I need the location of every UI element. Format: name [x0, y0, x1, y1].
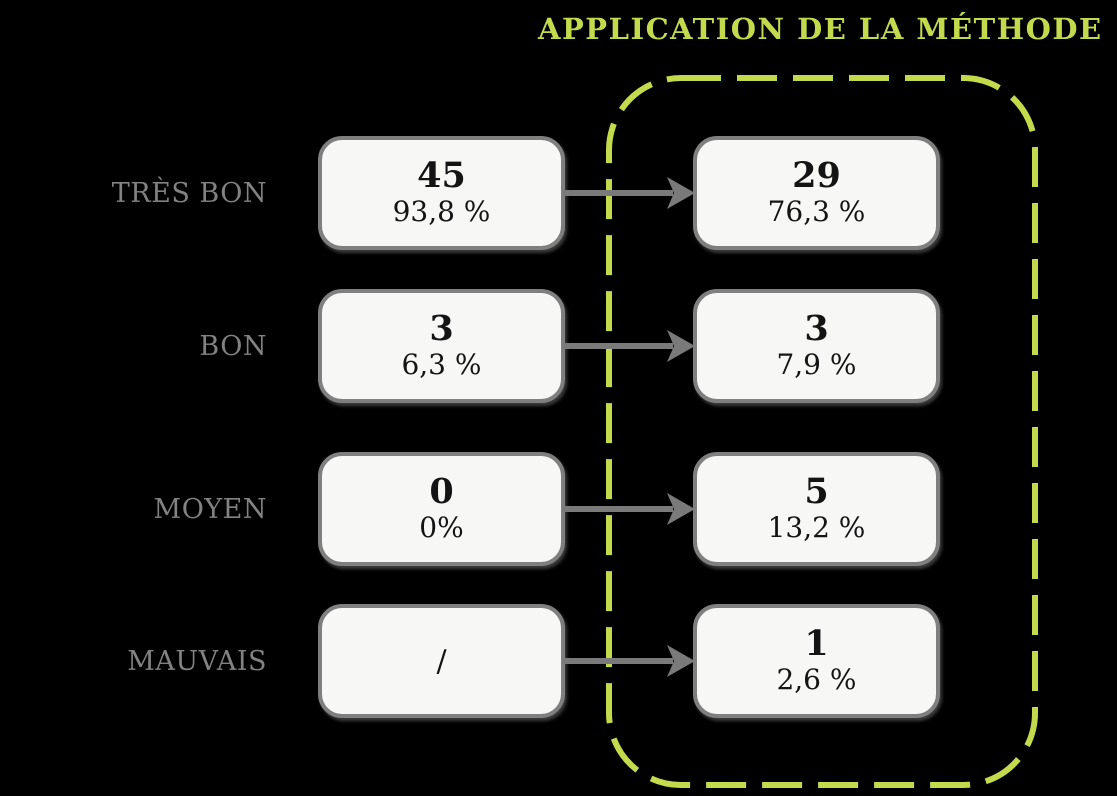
arrow-right-icon	[563, 493, 695, 525]
box-value: 29	[792, 154, 841, 196]
after-box: 1 2,6 %	[693, 604, 940, 718]
box-value: /	[436, 643, 447, 679]
after-box: 5 13,2 %	[693, 452, 940, 566]
before-box: /	[318, 604, 565, 718]
before-box: 45 93,8 %	[318, 136, 565, 250]
row-tres-bon: TRÈS BON 45 93,8 % 29 76,3 %	[0, 136, 1117, 250]
box-percent: 6,3 %	[401, 348, 482, 382]
row-moyen: MOYEN 0 0% 5 13,2 %	[0, 452, 1117, 566]
before-box: 3 6,3 %	[318, 289, 565, 403]
box-percent: 2,6 %	[776, 663, 857, 697]
box-value: 3	[429, 307, 454, 349]
row-label: BON	[199, 330, 267, 362]
row-bon: BON 3 6,3 % 3 7,9 %	[0, 289, 1117, 403]
row-label: MAUVAIS	[127, 645, 267, 677]
arrow-right-icon	[563, 330, 695, 362]
row-mauvais: MAUVAIS / 1 2,6 %	[0, 604, 1117, 718]
box-percent: 93,8 %	[392, 195, 491, 229]
after-box: 3 7,9 %	[693, 289, 940, 403]
row-label: MOYEN	[153, 493, 267, 525]
box-value: 5	[804, 470, 829, 512]
before-box: 0 0%	[318, 452, 565, 566]
box-percent: 13,2 %	[767, 511, 866, 545]
box-value: 1	[804, 622, 829, 664]
arrow-right-icon	[563, 645, 695, 677]
box-value: 0	[429, 470, 454, 512]
after-box: 29 76,3 %	[693, 136, 940, 250]
page-title: APPLICATION DE LA MÉTHODE	[538, 12, 1103, 46]
arrow-right-icon	[563, 177, 695, 209]
box-value: 3	[804, 307, 829, 349]
box-percent: 0%	[419, 511, 464, 545]
box-percent: 7,9 %	[776, 348, 857, 382]
box-percent: 76,3 %	[767, 195, 866, 229]
box-value: 45	[417, 154, 466, 196]
row-label: TRÈS BON	[111, 177, 267, 209]
